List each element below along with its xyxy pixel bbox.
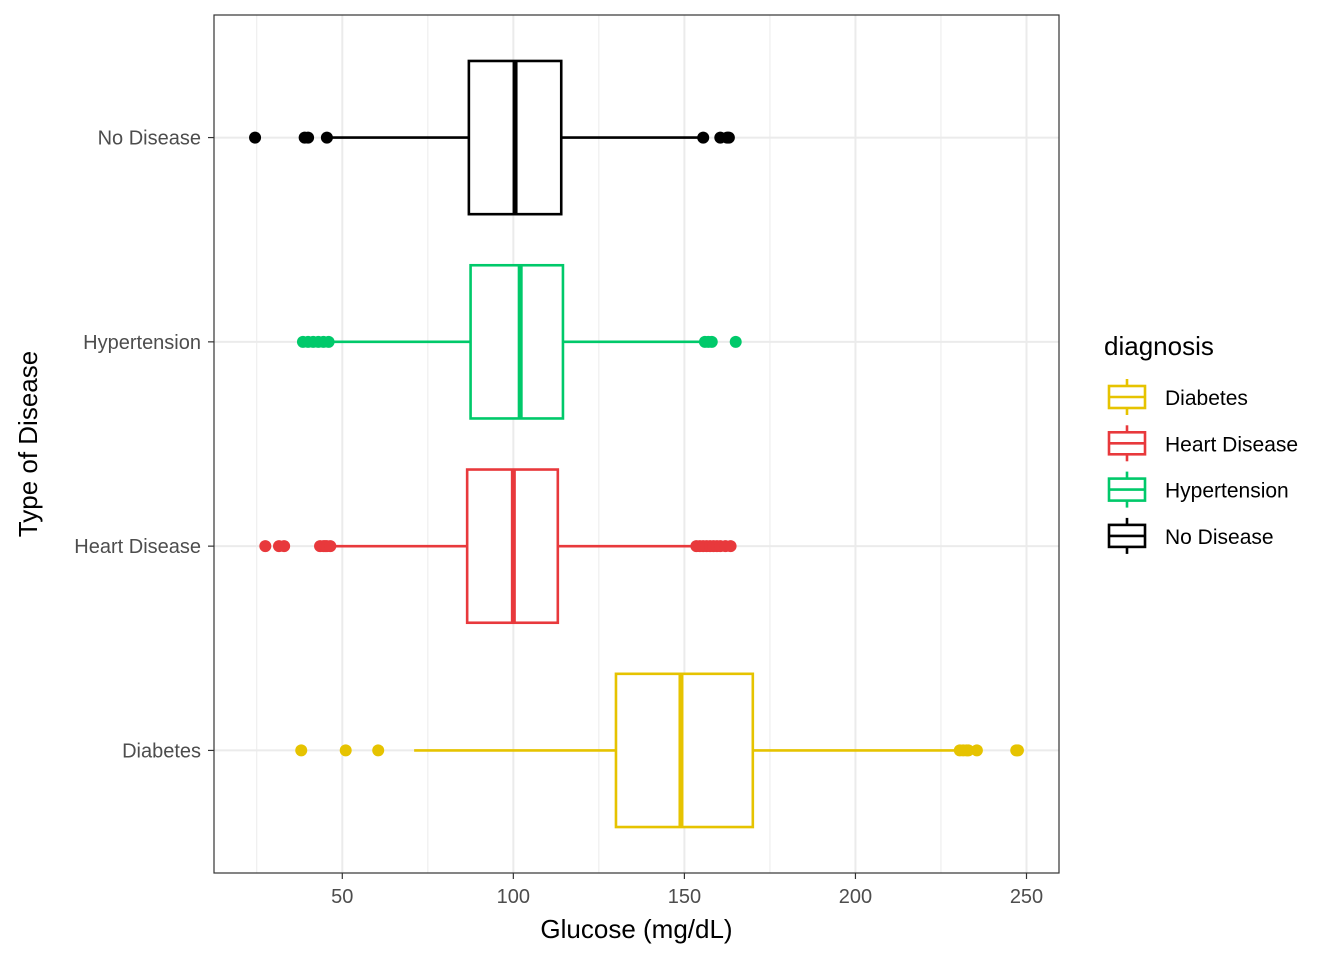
outlier-point [1011,744,1024,757]
y-tick-label: No Disease [98,128,201,150]
x-tick-label: 100 [497,886,530,908]
box-group [249,59,735,216]
outlier-point [324,540,337,553]
x-tick-label: 50 [331,886,353,908]
outlier-point [302,131,315,144]
legend-label: Heart Disease [1165,433,1298,456]
outlier-point [278,540,291,553]
outlier-point [249,131,262,144]
outlier-point [962,744,975,757]
x-tick-label: 250 [1010,886,1043,908]
outlier-point [339,744,352,757]
y-axis: Diabetes Heart Disease Hypertension No Dise… [74,128,214,762]
box-group [259,468,737,625]
box-group [295,672,1024,829]
y-tick-label: Heart Disease [74,536,201,558]
outlier-point [320,131,333,144]
legend-label: Diabetes [1165,387,1248,410]
y-axis-title: Type of Disease [13,351,43,537]
plot-border [213,14,1060,874]
outlier-point [970,744,983,757]
outlier-point [705,335,718,348]
outlier-point [322,335,335,348]
boxes-layer [249,59,1024,829]
legend: diagnosis Diabetes Heart Disease Hypertens… [1104,331,1298,554]
legend-item: Heart Disease [1107,425,1298,462]
y-tick-label: Diabetes [122,740,201,762]
legend-item: Hypertension [1107,471,1289,508]
outlier-point [295,744,308,757]
box-group [296,263,742,420]
legend-item: Diabetes [1107,379,1248,415]
legend-label: No Disease [1165,526,1274,549]
outlier-point [259,540,272,553]
x-axis: 50 100 150 200 250 [331,873,1043,908]
legend-title: diagnosis [1104,331,1214,361]
outlier-point [724,540,737,553]
x-axis-title: Glucose (mg/dL) [540,914,732,944]
box-iqr [469,263,565,420]
x-tick-label: 200 [839,886,872,908]
outlier-point [697,131,710,144]
outlier-point [729,335,742,348]
legend-item: No Disease [1107,517,1274,554]
x-tick-label: 150 [668,886,701,908]
legend-label: Hypertension [1165,480,1289,503]
y-tick-label: Hypertension [83,332,201,354]
outlier-point [722,131,735,144]
box-iqr [614,672,755,829]
outlier-point [372,744,385,757]
